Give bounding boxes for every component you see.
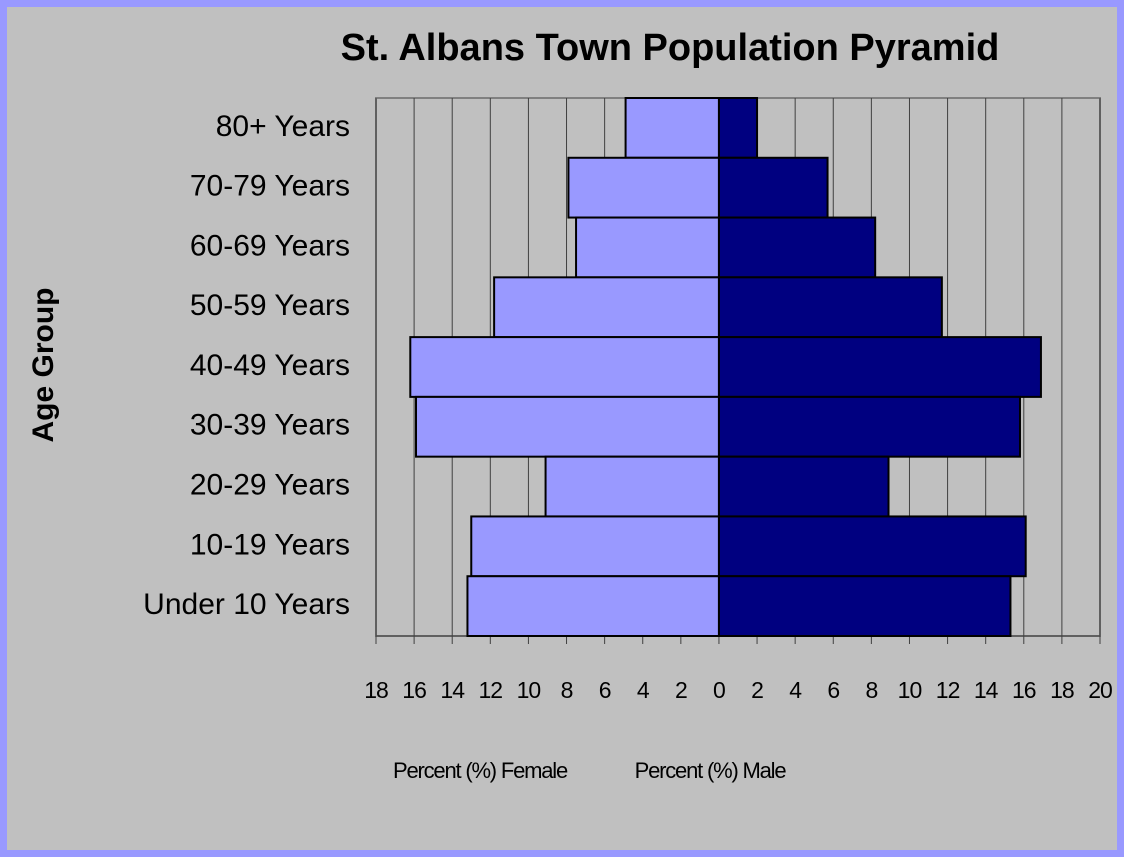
- bar: [544, 455, 720, 518]
- y-tick-label: 60-69 Years: [190, 229, 350, 262]
- y-tick-label: 70-79 Years: [190, 170, 350, 203]
- x-tick-label: 16: [402, 677, 426, 703]
- bar: [717, 515, 1027, 578]
- x-tick-label: 8: [561, 677, 573, 703]
- x-tick-label: 18: [364, 677, 388, 703]
- bar: [717, 276, 943, 339]
- y-tick-label: 50-59 Years: [190, 289, 350, 322]
- x-tick-label: 2: [675, 677, 687, 703]
- x-tick-label: 14: [440, 677, 465, 703]
- x-tick-label: 2: [751, 677, 763, 703]
- bar: [470, 515, 720, 578]
- bar: [624, 97, 720, 159]
- y-axis-label: Age Group: [27, 288, 60, 443]
- y-tick-label: 40-49 Years: [190, 349, 350, 382]
- legend-label: Percent (%) Male: [635, 758, 787, 783]
- x-tick-label: 4: [637, 677, 650, 703]
- x-tick-label: 16: [1012, 677, 1036, 703]
- y-tick-label: Under 10 Years: [143, 588, 350, 621]
- chart-title: St. Albans Town Population Pyramid: [341, 27, 1000, 69]
- bar: [717, 575, 1012, 638]
- x-tick-label: 8: [865, 677, 877, 703]
- x-tick-label: 14: [974, 677, 999, 703]
- bar: [567, 156, 720, 219]
- x-tick-label: 10: [517, 677, 541, 703]
- bar: [717, 97, 759, 159]
- bar: [717, 336, 1042, 398]
- y-tick-label: 20-29 Years: [190, 468, 350, 501]
- bar: [409, 336, 720, 398]
- x-tick-label: 6: [827, 677, 839, 703]
- x-tick-label: 12: [936, 677, 960, 703]
- y-tick-label: 30-39 Years: [190, 409, 350, 442]
- bar: [717, 156, 829, 219]
- x-tick-label: 18: [1050, 677, 1074, 703]
- x-tick-label: 4: [789, 677, 802, 703]
- y-tick-label: 10-19 Years: [190, 528, 350, 561]
- bar: [717, 395, 1021, 458]
- x-tick-label: 20: [1088, 677, 1112, 703]
- x-tick-label: 0: [713, 677, 725, 703]
- x-tick-label: 12: [479, 677, 503, 703]
- x-tick-label: 10: [898, 677, 922, 703]
- bar: [717, 455, 890, 518]
- bar: [415, 395, 720, 458]
- bar: [717, 216, 877, 279]
- x-tick-label: 6: [599, 677, 611, 703]
- bar: [493, 276, 720, 339]
- bar: [466, 575, 720, 638]
- y-tick-label: 80+ Years: [216, 110, 350, 143]
- legend-label: Percent (%) Female: [393, 758, 568, 783]
- bar: [575, 216, 720, 279]
